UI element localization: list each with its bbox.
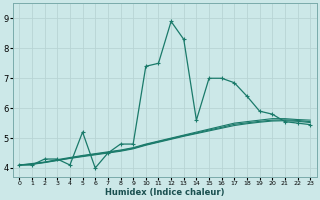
X-axis label: Humidex (Indice chaleur): Humidex (Indice chaleur) <box>105 188 225 197</box>
